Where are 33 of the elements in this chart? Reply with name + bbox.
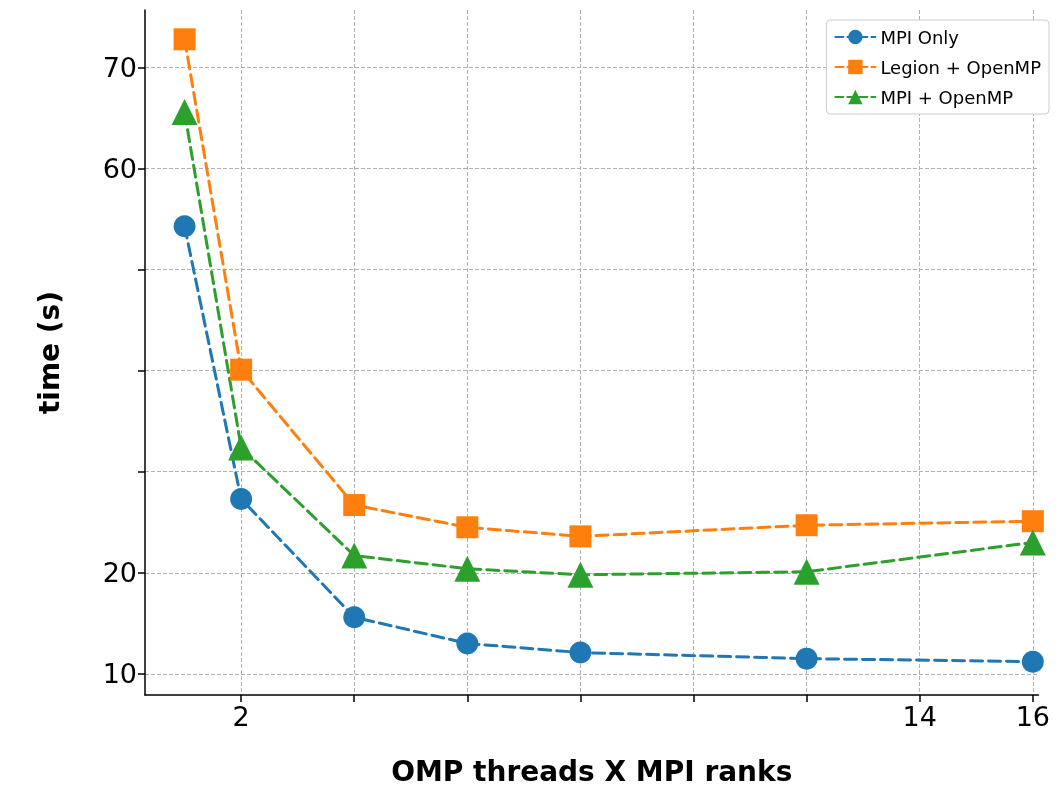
point [567,561,594,588]
y-tick-label: 60 [102,153,137,185]
point [793,558,820,585]
y-tick-label: 10 [102,658,137,690]
legend-label: MPI Only [880,26,960,48]
x-tick-label: 2 [232,701,250,732]
point [569,641,592,664]
point [569,525,592,548]
point [173,28,196,51]
y-axis-title: time (s) [32,290,66,415]
x-tick-label: 16 [1015,701,1050,732]
y-tick-label: 20 [102,557,137,589]
point [343,606,366,629]
x-tick-label: 14 [902,701,937,732]
point [1019,529,1046,556]
point [230,358,253,381]
point [228,434,255,461]
y-tick-label: 70 [102,52,137,84]
point [454,555,481,582]
point [795,647,818,670]
legend-label: MPI + OpenMP [880,86,1014,108]
legend-label: Legion + OpenMP [880,56,1042,78]
point [343,494,366,517]
point [171,99,198,126]
point [173,215,196,238]
x-axis-title: OMP threads X MPI ranks [391,754,793,788]
point [456,632,479,655]
point [795,514,818,537]
point [341,542,368,569]
point [230,488,253,510]
point [1021,650,1044,673]
point [456,516,479,539]
point [1021,510,1044,533]
